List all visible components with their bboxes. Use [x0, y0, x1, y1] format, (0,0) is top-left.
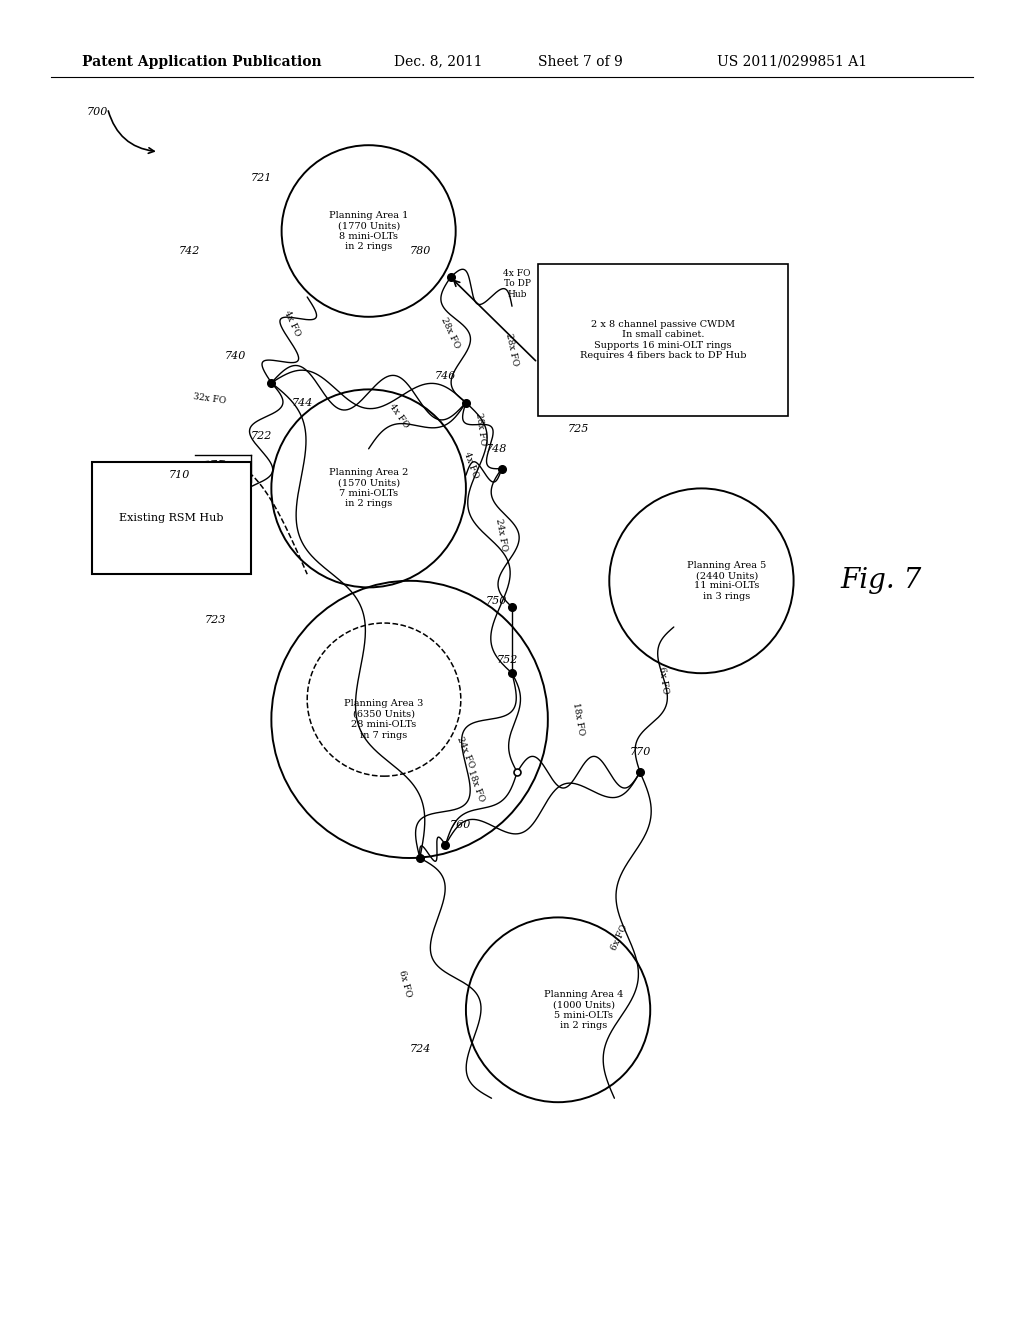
Text: 28x FO: 28x FO	[504, 333, 520, 367]
Text: Patent Application Publication: Patent Application Publication	[82, 54, 322, 69]
Text: 780: 780	[410, 246, 430, 256]
Text: 724: 724	[410, 1044, 430, 1055]
Text: 721: 721	[251, 173, 271, 183]
Text: 6x FO: 6x FO	[396, 969, 413, 998]
Text: Dec. 8, 2011: Dec. 8, 2011	[394, 54, 482, 69]
Text: 740: 740	[225, 351, 246, 362]
FancyBboxPatch shape	[92, 462, 251, 574]
Text: 18x FO: 18x FO	[571, 702, 586, 737]
Text: 750: 750	[486, 595, 507, 606]
Text: 28x FO: 28x FO	[439, 315, 462, 350]
Text: Existing RSM Hub: Existing RSM Hub	[119, 513, 224, 523]
Text: 700: 700	[87, 107, 108, 117]
Text: 18x FO: 18x FO	[466, 768, 486, 803]
Text: Planning Area 1
(1770 Units)
8 mini-OLTs
in 2 rings: Planning Area 1 (1770 Units) 8 mini-OLTs…	[329, 211, 409, 251]
Text: 24x FO: 24x FO	[495, 517, 509, 552]
Text: Planning Area 2
(1570 Units)
7 mini-OLTs
in 2 rings: Planning Area 2 (1570 Units) 7 mini-OLTs…	[329, 469, 409, 508]
Text: Possible future
route: Possible future route	[120, 552, 198, 570]
Text: Sheet 7 of 9: Sheet 7 of 9	[538, 54, 623, 69]
Text: 722: 722	[251, 430, 271, 441]
Text: 4x FO: 4x FO	[462, 450, 480, 479]
Text: 24x FO: 24x FO	[456, 735, 476, 770]
Text: Planning Area 5
(2440 Units)
11 mini-OLTs
in 3 rings: Planning Area 5 (2440 Units) 11 mini-OLT…	[687, 561, 767, 601]
Text: 4x FO
To DP
Hub: 4x FO To DP Hub	[504, 269, 530, 298]
Text: 4x FO: 4x FO	[282, 309, 302, 338]
Text: 725: 725	[568, 424, 589, 434]
Text: 752: 752	[497, 655, 517, 665]
Text: 4x FO: 4x FO	[388, 403, 411, 429]
Text: 748: 748	[486, 444, 507, 454]
Text: 746: 746	[435, 371, 456, 381]
Text: 710: 710	[169, 470, 189, 480]
Text: 744: 744	[292, 397, 312, 408]
Text: Planning Area 3
(6350 Units)
28 mini-OLTs
in 7 rings: Planning Area 3 (6350 Units) 28 mini-OLT…	[344, 700, 424, 739]
Text: Fig. 7: Fig. 7	[840, 568, 922, 594]
Text: 32x FO: 32x FO	[193, 392, 227, 405]
Text: 2 x 8 channel passive CWDM
In small cabinet.
Supports 16 mini-OLT rings
Requires: 2 x 8 channel passive CWDM In small cabi…	[580, 319, 746, 360]
Text: US 2011/0299851 A1: US 2011/0299851 A1	[717, 54, 867, 69]
Text: 28x FO: 28x FO	[474, 412, 488, 446]
Text: 6x FO: 6x FO	[657, 665, 670, 694]
Text: 742: 742	[179, 246, 200, 256]
Text: 723: 723	[205, 615, 225, 626]
FancyBboxPatch shape	[538, 264, 788, 416]
Text: 770: 770	[630, 747, 650, 758]
Text: 760: 760	[451, 820, 471, 830]
Text: Planning Area 4
(1000 Units)
5 mini-OLTs
in 2 rings: Planning Area 4 (1000 Units) 5 mini-OLTs…	[544, 990, 624, 1030]
Text: 6x FO: 6x FO	[609, 923, 630, 952]
